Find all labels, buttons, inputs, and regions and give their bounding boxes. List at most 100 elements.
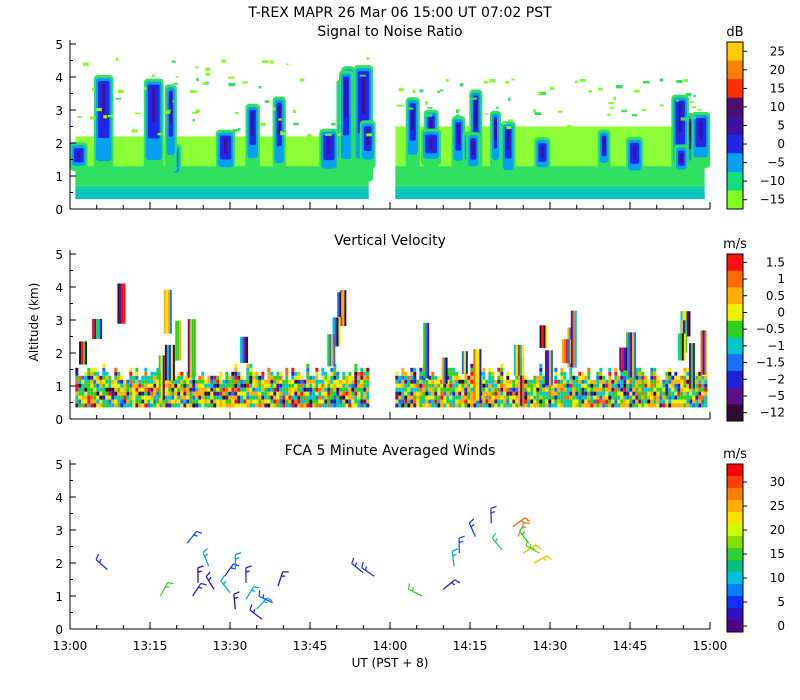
velocity-cell — [108, 387, 112, 392]
velocity-cell — [153, 375, 157, 380]
velocity-cell — [638, 387, 642, 392]
y-tick-label: 4 — [55, 491, 63, 505]
wind-barb-staff — [442, 579, 456, 590]
velocity-cell — [413, 395, 417, 400]
velocity-column — [333, 334, 336, 367]
velocity-cell — [90, 379, 94, 384]
velocity-column — [445, 357, 448, 384]
velocity-cell — [90, 371, 94, 376]
colorbar-unit: dB — [726, 25, 743, 40]
velocity-column — [189, 319, 192, 378]
velocity-cell — [419, 403, 423, 408]
velocity-cell — [252, 403, 256, 408]
snr-speckle — [502, 122, 507, 125]
velocity-cell — [204, 391, 208, 396]
snr-speckle — [456, 109, 459, 114]
velocity-cell — [596, 375, 600, 380]
velocity-column — [170, 344, 173, 381]
velocity-column — [121, 283, 124, 324]
wind-barb-flag — [491, 532, 497, 539]
velocity-cell — [114, 383, 118, 388]
velocity-cell — [548, 387, 552, 392]
velocity-cell — [542, 395, 546, 400]
velocity-cell — [578, 403, 582, 408]
velocity-cell — [246, 379, 250, 384]
velocity-cell — [177, 379, 181, 384]
velocity-cell — [276, 383, 280, 388]
velocity-cell — [87, 379, 91, 384]
velocity-column — [425, 322, 428, 379]
wind-barb-flag — [542, 557, 547, 562]
velocity-cell — [443, 395, 447, 400]
velocity-cell — [635, 399, 639, 404]
velocity-cell — [512, 387, 516, 392]
wind-barb-staff — [533, 555, 548, 564]
colorbar-swatch — [727, 320, 743, 338]
colorbar-label: −15 — [760, 193, 785, 207]
velocity-cell — [680, 375, 684, 380]
wind-barb-flag — [519, 525, 524, 532]
velocity-cell — [90, 403, 94, 408]
velocity-cell — [255, 403, 259, 408]
y-tick-label: 0 — [55, 203, 63, 217]
velocity-cell — [267, 403, 271, 408]
velocity-cell — [623, 391, 627, 396]
velocity-cell — [171, 379, 175, 384]
velocity-cell — [279, 391, 283, 396]
velocity-cell — [494, 383, 498, 388]
velocity-column — [700, 330, 703, 375]
velocity-cell — [318, 391, 322, 396]
velocity-cell — [608, 371, 612, 376]
velocity-cell — [306, 375, 310, 380]
velocity-cell — [90, 375, 94, 380]
velocity-cell — [686, 367, 690, 372]
velocity-cell — [165, 379, 169, 384]
velocity-cell — [482, 399, 486, 404]
velocity-cell — [363, 367, 367, 372]
x-tick-label: 13:30 — [213, 639, 248, 653]
velocity-cell — [264, 395, 268, 400]
snr-cell — [344, 79, 348, 117]
velocity-cell — [339, 379, 343, 384]
colorbar-swatch — [727, 370, 743, 389]
velocity-cell — [632, 395, 636, 400]
velocity-column — [570, 310, 573, 368]
velocity-cell — [527, 391, 531, 396]
velocity-cell — [189, 395, 193, 400]
velocity-cell — [270, 391, 274, 396]
velocity-cell — [327, 403, 331, 408]
velocity-cell — [225, 403, 229, 408]
velocity-cell — [596, 371, 600, 376]
velocity-cell — [327, 383, 331, 388]
velocity-column — [518, 356, 521, 406]
velocity-cell — [234, 383, 238, 388]
velocity-cell — [395, 387, 399, 392]
velocity-cell — [599, 399, 603, 404]
velocity-cell — [306, 391, 310, 396]
velocity-cell — [129, 367, 133, 372]
velocity-cell — [572, 375, 576, 380]
velocity-cell — [683, 399, 687, 404]
velocity-cell — [671, 375, 675, 380]
wind-barb-staff — [512, 517, 526, 528]
velocity-cell — [659, 379, 663, 384]
velocity-cell — [626, 383, 630, 388]
velocity-cell — [342, 403, 346, 408]
snr-speckle — [575, 80, 578, 84]
velocity-cell — [575, 383, 579, 388]
snr-speckle — [359, 74, 366, 77]
velocity-cell — [647, 395, 651, 400]
velocity-column — [461, 351, 464, 375]
velocity-cell — [111, 383, 115, 388]
velocity-cell — [563, 371, 567, 376]
velocity-cell — [665, 399, 669, 404]
wind-barb-flag — [524, 517, 531, 522]
velocity-cell — [288, 379, 292, 384]
snr-speckle — [258, 86, 262, 89]
velocity-cell — [650, 387, 654, 392]
velocity-cell — [147, 395, 151, 400]
velocity-cell — [144, 399, 148, 404]
velocity-cell — [198, 391, 202, 396]
velocity-cell — [692, 395, 696, 400]
velocity-cell — [213, 383, 217, 388]
